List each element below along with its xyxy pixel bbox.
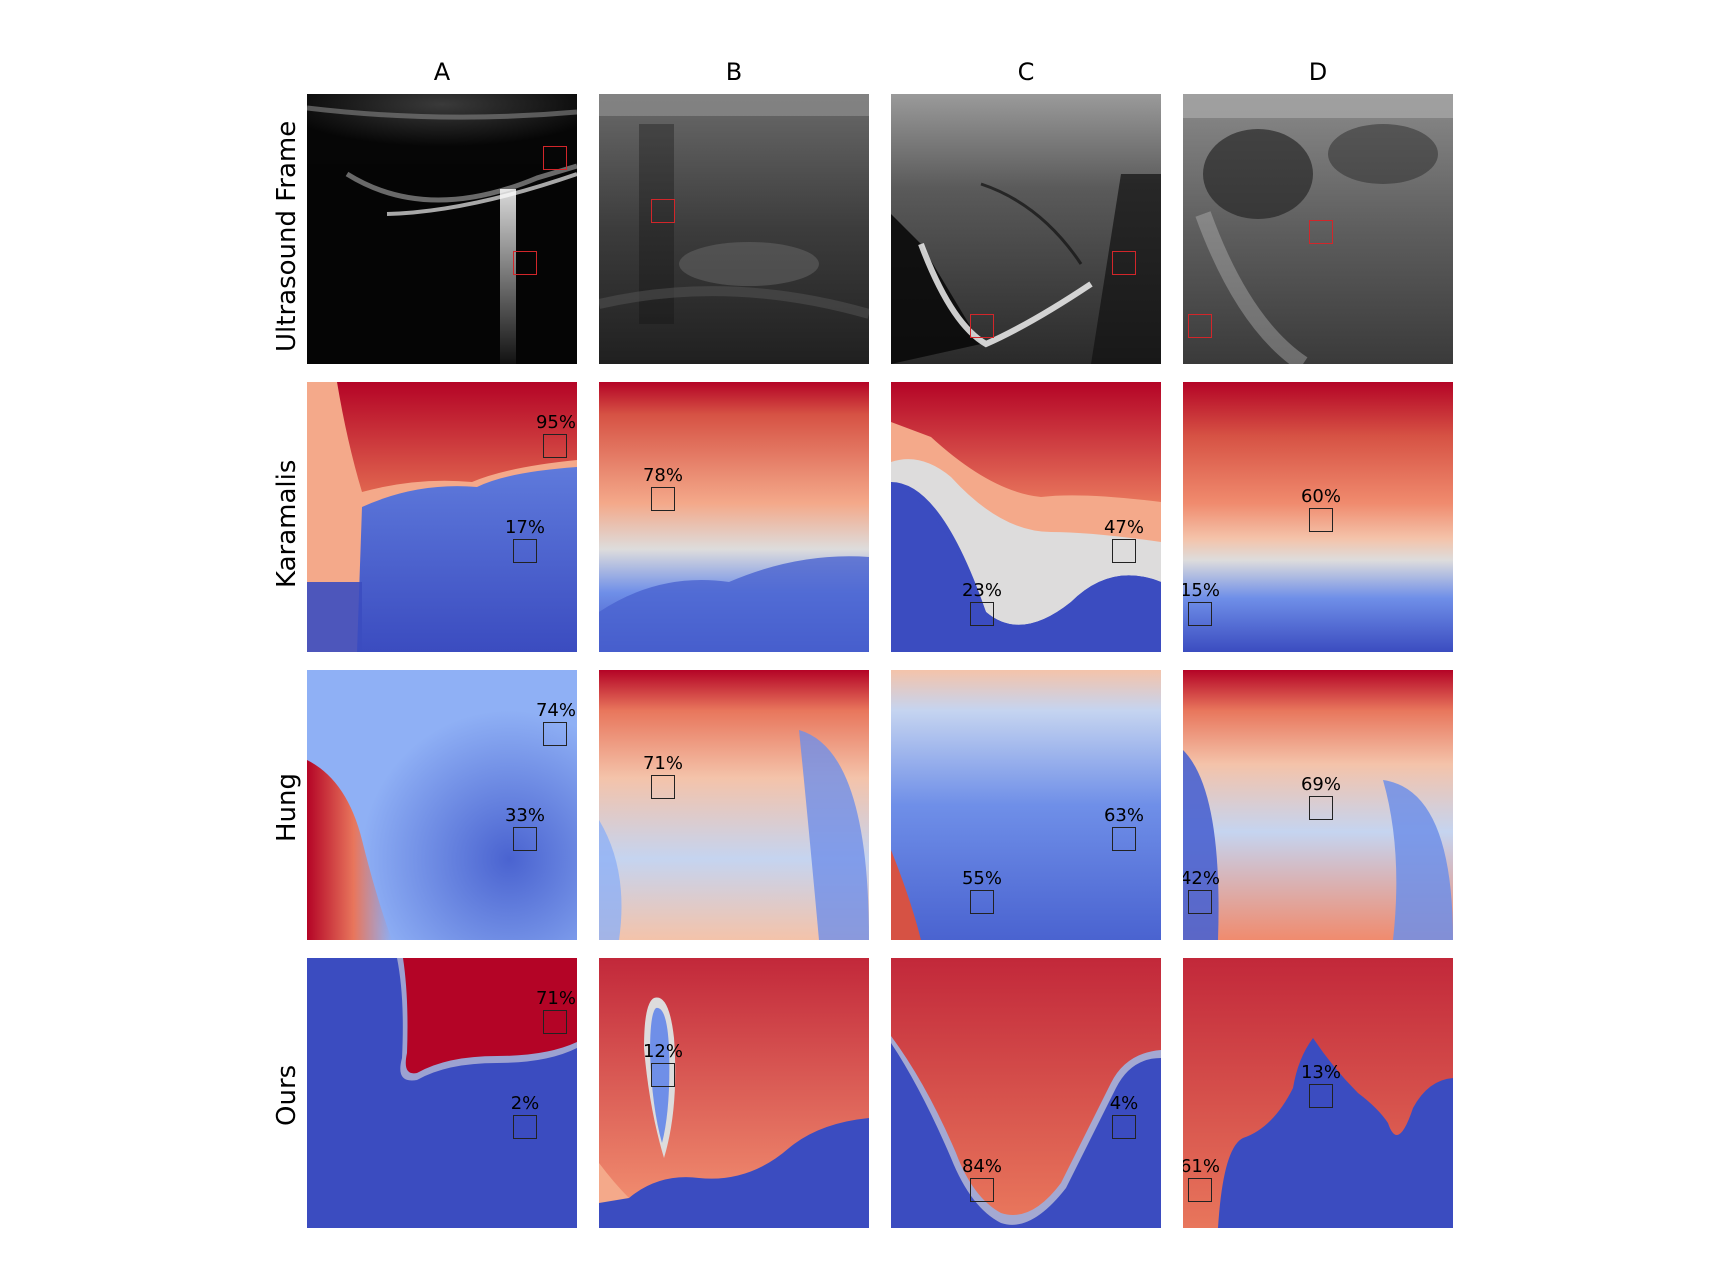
percentage-label-upper: 74% xyxy=(535,700,576,721)
row-label-ultrasound-frame: Ultrasound Frame xyxy=(272,120,302,352)
hung-map-a: 74% 33% xyxy=(307,670,577,940)
percentage-label-upper: 63% xyxy=(1103,805,1144,826)
ours-map-b: 12% xyxy=(599,958,869,1228)
hung-map-b: 71% xyxy=(599,670,869,940)
roi-box-lower xyxy=(1188,602,1212,626)
roi-box-lower xyxy=(1188,890,1212,914)
percentage-label-upper: 13% xyxy=(1300,1062,1341,1083)
ours-map-a: 71% 2% xyxy=(307,958,577,1228)
roi-box-upper xyxy=(651,487,675,511)
karamalis-map-b: 78% xyxy=(599,382,869,652)
percentage-label-upper: 12% xyxy=(642,1041,683,1062)
roi-box-upper xyxy=(543,146,567,170)
hung-map-c: 63% 55% xyxy=(891,670,1161,940)
percentage-label-lower: 15% xyxy=(1183,580,1220,601)
roi-box-upper xyxy=(1112,251,1136,275)
percentage-label-lower: 17% xyxy=(504,517,545,538)
percentage-label-lower: 61% xyxy=(1183,1156,1220,1177)
percentage-label-upper: 71% xyxy=(535,988,576,1009)
roi-box-lower xyxy=(970,602,994,626)
row-label-karamalis: Karamalis xyxy=(272,459,302,588)
column-label-d: D xyxy=(1308,58,1328,86)
roi-box-lower xyxy=(513,251,537,275)
percentage-label-upper: 47% xyxy=(1103,517,1144,538)
roi-box-upper xyxy=(651,199,675,223)
roi-box-lower xyxy=(970,314,994,338)
column-label-a: A xyxy=(433,58,451,86)
roi-box-upper xyxy=(1112,539,1136,563)
roi-box-upper xyxy=(543,722,567,746)
roi-box-upper xyxy=(1309,220,1333,244)
percentage-label-upper: 95% xyxy=(535,412,576,433)
roi-box-lower xyxy=(1188,314,1212,338)
roi-box-upper xyxy=(1112,1115,1136,1139)
roi-box-lower xyxy=(1188,1178,1212,1202)
roi-box-upper xyxy=(1309,508,1333,532)
percentage-label-lower: 55% xyxy=(961,868,1002,889)
ultrasound-frame-b xyxy=(599,94,869,364)
ultrasound-frame-c xyxy=(891,94,1161,364)
karamalis-map-c: 47% 23% xyxy=(891,382,1161,652)
column-label-b: B xyxy=(725,58,743,86)
roi-box-lower xyxy=(970,1178,994,1202)
percentage-label-upper: 78% xyxy=(642,465,683,486)
percentage-label-lower: 42% xyxy=(1183,868,1220,889)
hung-map-d: 69% 42% xyxy=(1183,670,1453,940)
percentage-label-lower: 84% xyxy=(961,1156,1002,1177)
karamalis-map-d: 60% 15% xyxy=(1183,382,1453,652)
roi-box-upper xyxy=(651,1063,675,1087)
roi-box-upper xyxy=(543,1010,567,1034)
percentage-label-lower: 2% xyxy=(510,1093,540,1114)
roi-box-lower xyxy=(513,1115,537,1139)
roi-box-upper xyxy=(543,434,567,458)
percentage-label-upper: 71% xyxy=(642,753,683,774)
percentage-label-lower: 23% xyxy=(961,580,1002,601)
percentage-label-upper: 60% xyxy=(1300,486,1341,507)
ultrasound-frame-d xyxy=(1183,94,1453,364)
ultrasound-frame-a xyxy=(307,94,577,364)
row-label-hung: Hung xyxy=(272,772,302,842)
row-label-ours: Ours xyxy=(272,1064,302,1126)
percentage-label-upper: 4% xyxy=(1109,1093,1139,1114)
roi-box-upper xyxy=(651,775,675,799)
percentage-label-lower: 33% xyxy=(504,805,545,826)
roi-box-lower xyxy=(970,890,994,914)
roi-box-lower xyxy=(513,539,537,563)
percentage-label-upper: 69% xyxy=(1300,774,1341,795)
roi-box-upper xyxy=(1309,796,1333,820)
column-label-c: C xyxy=(1017,58,1035,86)
roi-box-lower xyxy=(513,827,537,851)
roi-box-upper xyxy=(1309,1084,1333,1108)
ours-map-d: 13% 61% xyxy=(1183,958,1453,1228)
karamalis-map-a: 95% 17% xyxy=(307,382,577,652)
ours-map-c: 4% 84% xyxy=(891,958,1161,1228)
roi-box-upper xyxy=(1112,827,1136,851)
